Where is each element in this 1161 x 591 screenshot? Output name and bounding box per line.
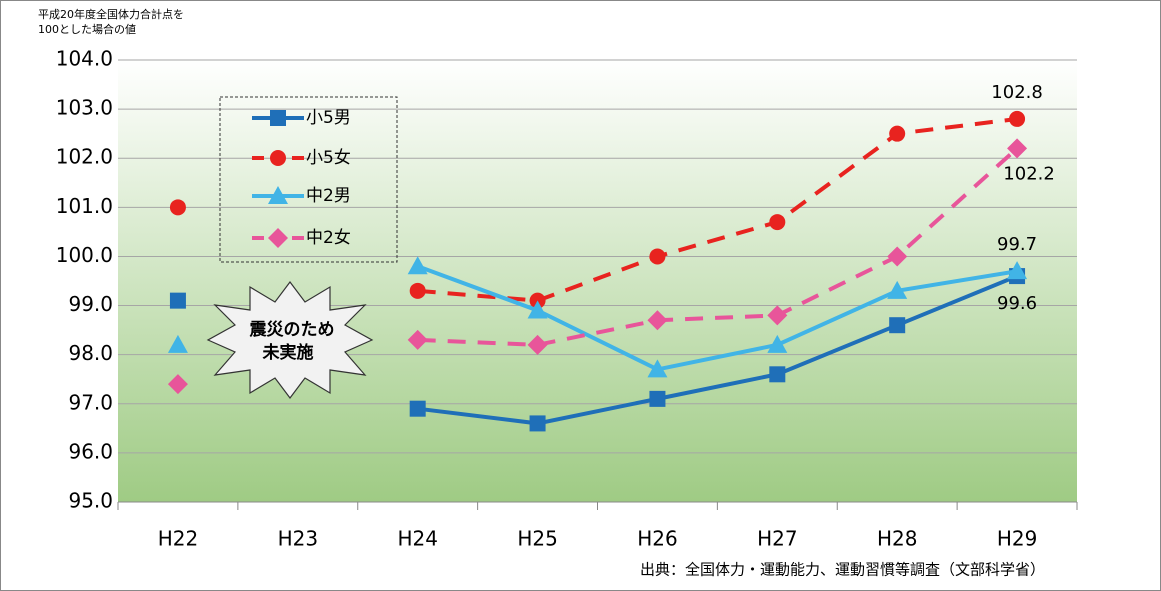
- marker: [270, 110, 286, 126]
- y-tick-label: 104.0: [56, 47, 113, 71]
- y-tick-label: 102.0: [56, 145, 113, 169]
- marker: [887, 246, 908, 267]
- marker: [407, 329, 428, 350]
- x-tick-label: H25: [517, 527, 558, 551]
- legend-label: 中2男: [306, 186, 351, 206]
- y-tick-label: 101.0: [56, 194, 113, 218]
- plot-area: [118, 60, 1077, 502]
- marker: [529, 415, 546, 432]
- marker: [887, 280, 908, 299]
- marker: [268, 228, 288, 248]
- y-tick-label: 98.0: [68, 341, 113, 365]
- marker: [769, 214, 786, 231]
- legend-box: [219, 96, 398, 263]
- y-tick-label: 100.0: [56, 243, 113, 267]
- x-tick-label: H22: [158, 527, 199, 551]
- x-tick-label: H24: [397, 527, 438, 551]
- starburst: [206, 281, 374, 399]
- series-line: [417, 146, 1019, 347]
- marker: [1007, 138, 1028, 159]
- data-label: 102.2: [1003, 163, 1055, 184]
- y-tick-label: 99.0: [68, 292, 113, 316]
- marker: [527, 300, 548, 319]
- marker: [167, 334, 188, 353]
- y-axis-label: 平成20年度全国体力合計点を: [38, 7, 184, 21]
- marker: [409, 282, 426, 299]
- marker: [169, 292, 186, 309]
- x-tick-label: H23: [278, 527, 319, 551]
- marker: [767, 305, 788, 326]
- marker: [889, 317, 906, 334]
- marker: [767, 334, 788, 353]
- legend-label: 小5男: [306, 108, 351, 128]
- y-tick-label: 96.0: [68, 439, 113, 463]
- marker: [649, 248, 666, 265]
- data-label: 99.7: [997, 234, 1037, 255]
- marker: [647, 310, 668, 331]
- marker: [268, 186, 288, 204]
- series-line: [417, 274, 1018, 426]
- marker: [647, 359, 668, 378]
- marker: [169, 199, 186, 216]
- annotation: 未実施: [262, 342, 314, 363]
- x-tick-label: H27: [757, 527, 798, 551]
- marker: [1009, 110, 1026, 127]
- x-tick-label: H26: [637, 527, 678, 551]
- data-label: 99.6: [997, 293, 1037, 314]
- series-line: [417, 116, 1018, 303]
- marker: [649, 390, 666, 407]
- marker: [167, 374, 188, 395]
- marker: [889, 125, 906, 142]
- source: 出典：全国体力・運動能力、運動習慣等調査（文部科学省）: [640, 561, 1045, 579]
- marker: [409, 400, 426, 417]
- x-tick-label: H28: [877, 527, 918, 551]
- y-tick-label: 97.0: [68, 390, 113, 414]
- marker: [527, 334, 548, 355]
- marker: [270, 150, 286, 166]
- y-tick-label: 103.0: [56, 96, 113, 120]
- marker: [1007, 261, 1028, 280]
- marker: [769, 366, 786, 383]
- series-line: [416, 264, 1018, 372]
- legend-label: 小5女: [306, 148, 351, 168]
- data-label: 102.8: [991, 82, 1043, 103]
- marker: [407, 256, 428, 275]
- legend-label: 中2女: [306, 228, 351, 248]
- x-tick-label: H29: [997, 527, 1038, 551]
- annotation: 震災のため: [249, 320, 335, 340]
- y-tick-label: 95.0: [68, 489, 113, 513]
- y-axis-label: 100とした場合の値: [38, 22, 136, 36]
